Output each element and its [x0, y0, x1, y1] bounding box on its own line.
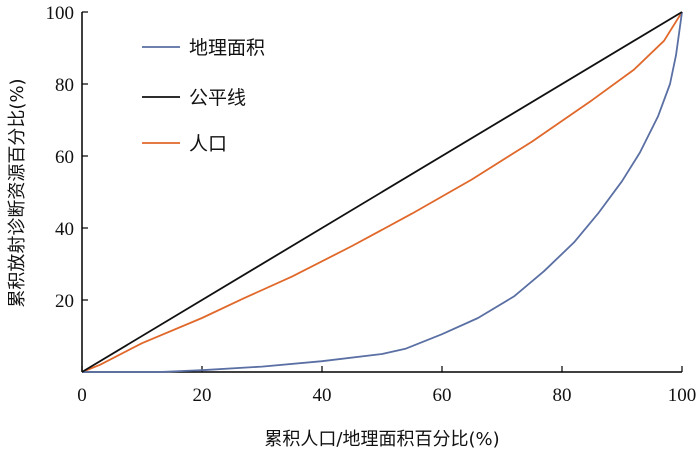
y-tick-label: 100	[46, 3, 75, 24]
y-tick-label: 20	[55, 291, 74, 312]
series-layer	[81, 11, 683, 373]
y-tick-label: 40	[55, 219, 74, 240]
legend-label-2: 人口	[189, 133, 227, 155]
x-tick-label: 100	[668, 385, 697, 406]
x-tick-label: 20	[193, 385, 212, 406]
y-tick-label: 60	[55, 147, 74, 168]
series-line-0	[82, 11, 683, 373]
legend-label-1: 公平线	[189, 87, 246, 109]
x-tick-label: 80	[553, 385, 572, 406]
legend-label-0: 地理面积	[189, 37, 265, 59]
y-axis-title: 累积放射诊断资源百分比(%)	[7, 78, 28, 307]
x-tick-label: 40	[313, 385, 332, 406]
x-axis-title: 累积人口/地理面积百分比(%)	[264, 429, 499, 450]
x-tick-label: 60	[433, 385, 452, 406]
axes-layer: 0 20 40 60 80 100 20 40 60 80 100	[46, 3, 697, 406]
series-line-1	[81, 11, 683, 373]
series-line-2	[81, 11, 683, 373]
x-tick-label: 0	[77, 385, 87, 406]
y-tick-label: 80	[55, 75, 74, 96]
